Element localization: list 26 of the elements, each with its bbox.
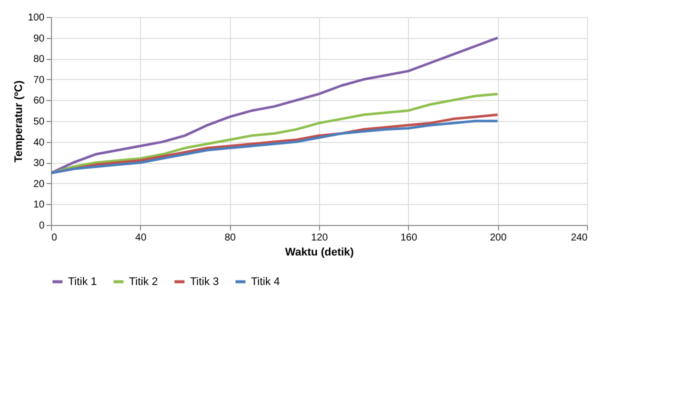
legend-label: Titik 2 — [129, 276, 158, 288]
line-series — [51, 36, 499, 174]
y-tick-label: 40 — [33, 137, 45, 148]
legend-label: Titik 1 — [68, 276, 97, 288]
y-tick-label: 80 — [33, 54, 45, 66]
x-tick-label: 200 — [490, 232, 507, 244]
x-tick-label: 80 — [224, 232, 236, 244]
y-tick-label: 0 — [38, 220, 45, 232]
legend-label: Titik 3 — [190, 276, 219, 288]
line-series — [51, 92, 499, 174]
x-tick-label: 0 — [52, 232, 58, 244]
x-axis-title: Waktu (detik) — [285, 246, 354, 258]
y-tick-label: 10 — [33, 200, 45, 211]
y-tick-label: 30 — [33, 158, 45, 170]
x-tick-label: 160 — [400, 232, 418, 244]
y-tick-label: 90 — [33, 33, 45, 44]
y-axis-title: Temperatur (ºC) — [12, 80, 25, 163]
y-tick-label: 50 — [33, 116, 45, 128]
x-tick-label: 120 — [311, 232, 328, 244]
y-tick-label: 60 — [33, 96, 45, 107]
x-tick-label: 240 — [570, 232, 588, 244]
y-tick-label: 100 — [28, 12, 45, 24]
y-tick-label: 70 — [33, 74, 45, 86]
y-tick-label: 20 — [33, 178, 45, 190]
x-tick-label: 40 — [135, 232, 147, 244]
legend-label: Titik 4 — [251, 276, 280, 288]
